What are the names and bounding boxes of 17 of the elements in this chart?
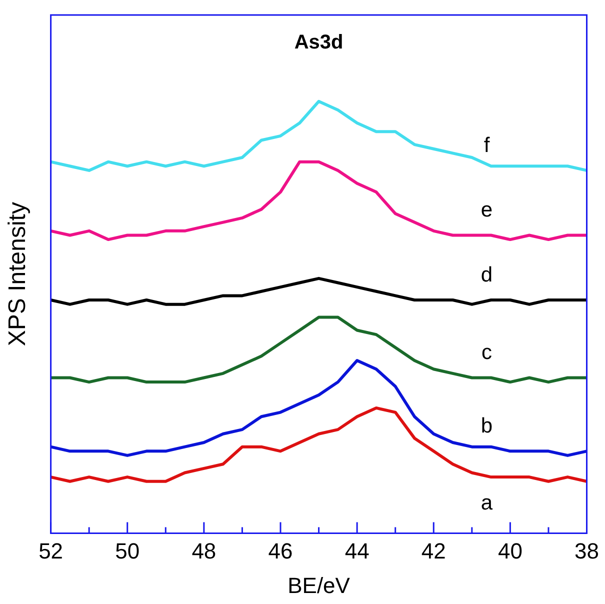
x-tick-label: 38 (574, 538, 600, 564)
series-label: e (480, 198, 493, 222)
x-tick-label: 40 (498, 538, 522, 564)
series-label: a (480, 492, 493, 515)
y-axis-title: XPS Intensity (4, 202, 32, 346)
x-tick-label: 52 (38, 538, 64, 564)
x-tick-label: 44 (344, 538, 370, 564)
series-label: b (480, 414, 493, 438)
series-label: f (484, 134, 490, 157)
x-tick-label: 50 (115, 538, 140, 564)
x-tick-label: 42 (421, 538, 446, 564)
x-axis-title: BE/eV (288, 572, 350, 598)
series-label: d (480, 263, 493, 286)
x-tick-label: 48 (192, 538, 216, 564)
x-tick-label: 46 (268, 538, 293, 564)
chart-title: As3d (294, 32, 344, 54)
series-label: c (482, 341, 492, 364)
